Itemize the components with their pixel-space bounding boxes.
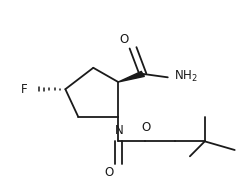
Text: O: O xyxy=(104,166,114,179)
Text: O: O xyxy=(119,33,128,46)
Polygon shape xyxy=(118,71,144,82)
Text: N: N xyxy=(115,124,123,137)
Text: O: O xyxy=(141,121,150,134)
Text: NH$_2$: NH$_2$ xyxy=(173,69,197,84)
Text: F: F xyxy=(20,83,27,96)
